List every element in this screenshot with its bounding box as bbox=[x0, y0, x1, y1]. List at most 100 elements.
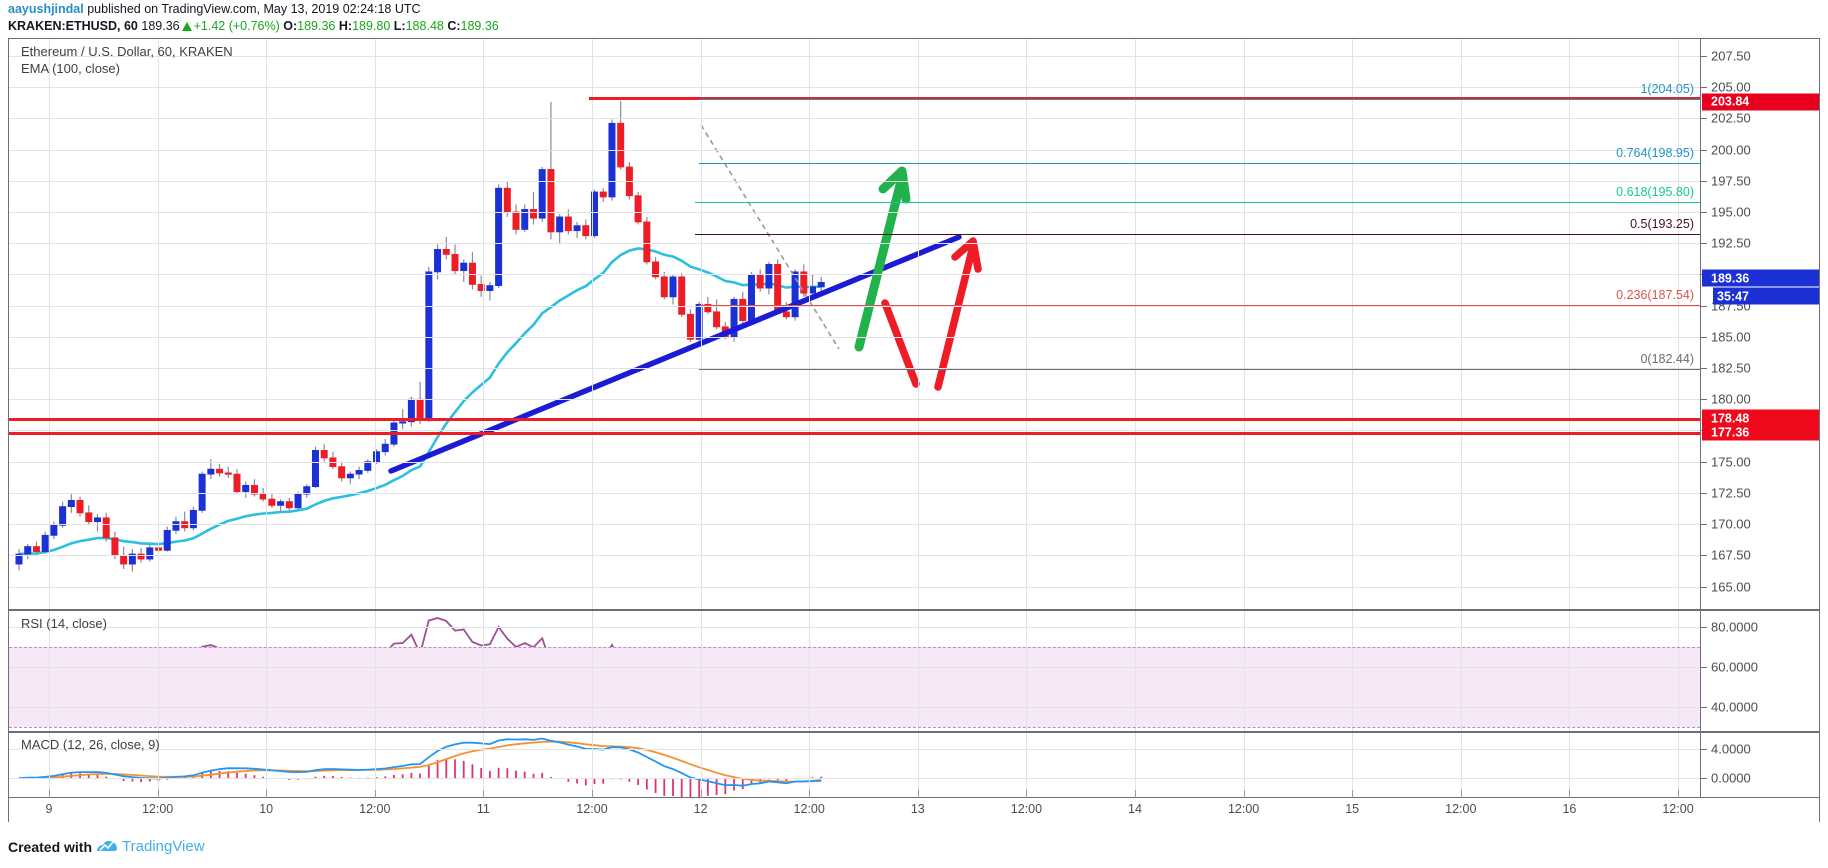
gridline-vertical bbox=[266, 733, 268, 797]
gridline-vertical bbox=[49, 39, 50, 609]
time-tick bbox=[157, 790, 159, 798]
macd-axis[interactable]: 4.0000 0.0000 bbox=[1700, 733, 1819, 797]
gridline-vertical bbox=[809, 39, 811, 609]
author-name[interactable]: aayushjindal bbox=[8, 2, 84, 16]
macd-tick-label: 4.0000 bbox=[1711, 741, 1751, 757]
time-tick-label: 9 bbox=[45, 802, 53, 816]
candlestick bbox=[242, 484, 250, 493]
axis-tick bbox=[1701, 243, 1707, 245]
fib-level-line[interactable] bbox=[695, 201, 1700, 203]
gridline-vertical bbox=[1135, 733, 1136, 797]
gridline-vertical bbox=[157, 611, 159, 731]
symbol-label[interactable]: KRAKEN:ETHUSD, 60 bbox=[8, 19, 138, 33]
price-axis[interactable]: 207.50 205.00 202.50 200.00 197.50 195.00 192.… bbox=[1700, 39, 1819, 609]
time-tick-label: 14 bbox=[1128, 802, 1142, 816]
time-tick bbox=[1678, 790, 1679, 798]
candlestick bbox=[564, 216, 572, 232]
ascending-trendline[interactable] bbox=[388, 234, 962, 474]
candlestick bbox=[591, 191, 599, 237]
time-axis[interactable]: 9 12:00 10 12:00 11 12:00 12 12:00 13 12:00 14 12:0… bbox=[8, 790, 1820, 822]
candlestick bbox=[50, 524, 58, 536]
rebound-arrow-shaft[interactable] bbox=[934, 242, 977, 391]
high-value: 189.80 bbox=[352, 19, 391, 33]
gridline-vertical bbox=[483, 39, 485, 609]
price-tick-label: 195.00 bbox=[1711, 204, 1751, 220]
gridline-horizontal bbox=[9, 667, 1700, 668]
candlestick bbox=[102, 517, 110, 539]
axis-tick bbox=[1701, 586, 1707, 588]
macd-pane[interactable]: MACD (12, 26, close, 9) 4.0000 0.0000 bbox=[8, 732, 1820, 798]
axis-tick bbox=[1701, 524, 1707, 526]
gridline-horizontal bbox=[9, 555, 1700, 557]
candlestick bbox=[85, 512, 93, 522]
rebound-arrow-head[interactable] bbox=[951, 237, 982, 273]
candlestick bbox=[660, 276, 668, 298]
fib-level-line[interactable] bbox=[699, 162, 1700, 164]
time-tick-label: 15 bbox=[1345, 802, 1360, 816]
candlestick bbox=[573, 225, 581, 232]
price-pane[interactable]: Ethereum / U.S. Dollar, 60, KRAKEN EMA (… bbox=[8, 38, 1820, 610]
fib-level-line[interactable] bbox=[699, 368, 1700, 370]
price-badge: 203.84 bbox=[1702, 93, 1819, 111]
descending-trend-dashed[interactable] bbox=[700, 124, 840, 350]
candlestick bbox=[399, 421, 407, 424]
gridline-vertical bbox=[1678, 611, 1679, 731]
time-tick bbox=[1352, 790, 1354, 798]
gridline-vertical bbox=[700, 39, 702, 609]
gridline-vertical bbox=[157, 39, 159, 609]
candlestick bbox=[652, 261, 660, 278]
time-tick bbox=[1243, 790, 1245, 798]
bearish-arrow-shaft[interactable] bbox=[881, 299, 920, 388]
price-plot-area[interactable]: 1(204.05) 0.764(198.95) 0.618(195.80) 0.5(1… bbox=[9, 39, 1700, 609]
resistance-line[interactable] bbox=[9, 418, 1700, 422]
time-tick bbox=[700, 790, 702, 798]
candlestick bbox=[556, 216, 564, 233]
resistance-line[interactable] bbox=[9, 432, 1700, 436]
axis-tick bbox=[1701, 55, 1707, 57]
time-tick bbox=[266, 790, 268, 798]
candlestick bbox=[599, 191, 607, 198]
macd-signal-line bbox=[18, 740, 822, 783]
gridline-vertical bbox=[1243, 39, 1245, 609]
quote-bar: KRAKEN:ETHUSD, 60 189.36 +1.42 (+0.76%) O… bbox=[8, 19, 499, 33]
gridline-vertical bbox=[1569, 611, 1571, 731]
rsi-pane[interactable]: RSI (14, close) 80.0000 60.0000 40.0000 bbox=[8, 610, 1820, 732]
created-with-label: Created with bbox=[8, 838, 93, 855]
fib-level-label: 0.5(193.25) bbox=[1630, 216, 1694, 231]
time-tick-label: 12:00 bbox=[1010, 802, 1043, 816]
axis-tick bbox=[1701, 336, 1707, 338]
candlestick bbox=[137, 553, 145, 560]
candlestick bbox=[817, 281, 825, 288]
gridline-vertical bbox=[917, 39, 919, 609]
gridline-vertical bbox=[1678, 39, 1679, 609]
candlestick bbox=[686, 313, 694, 340]
candlestick bbox=[277, 501, 285, 506]
gridline-vertical bbox=[592, 733, 593, 797]
time-tick-label: 12:00 bbox=[141, 802, 174, 816]
candlestick bbox=[538, 169, 546, 219]
fib-level-line[interactable] bbox=[695, 233, 1700, 235]
fib-level-line[interactable] bbox=[699, 305, 1700, 307]
rsi-axis[interactable]: 80.0000 60.0000 40.0000 bbox=[1700, 611, 1819, 731]
macd-plot-area[interactable] bbox=[9, 733, 1700, 797]
fib-level-line[interactable] bbox=[699, 98, 1700, 100]
rsi-band bbox=[9, 647, 1700, 727]
candlestick bbox=[303, 486, 311, 495]
candlestick bbox=[381, 443, 389, 453]
bullish-arrow-head[interactable] bbox=[878, 166, 911, 204]
fib-level-label: 0.764(198.95) bbox=[1616, 145, 1694, 160]
candlestick bbox=[739, 298, 747, 321]
candlestick bbox=[495, 187, 503, 287]
bullish-arrow-shaft[interactable] bbox=[854, 172, 907, 352]
axis-tick bbox=[1701, 627, 1707, 628]
rsi-plot-area[interactable] bbox=[9, 611, 1700, 731]
price-series-svg bbox=[15, 100, 982, 572]
gridline-vertical bbox=[1460, 733, 1462, 797]
gridline-vertical bbox=[374, 611, 376, 731]
time-tick-label: 12:00 bbox=[1662, 802, 1694, 816]
axis-tick bbox=[1701, 492, 1707, 494]
gridline-horizontal bbox=[9, 243, 1700, 245]
time-tick bbox=[49, 790, 50, 798]
resistance-line[interactable] bbox=[589, 97, 1700, 101]
candlestick bbox=[163, 529, 171, 551]
